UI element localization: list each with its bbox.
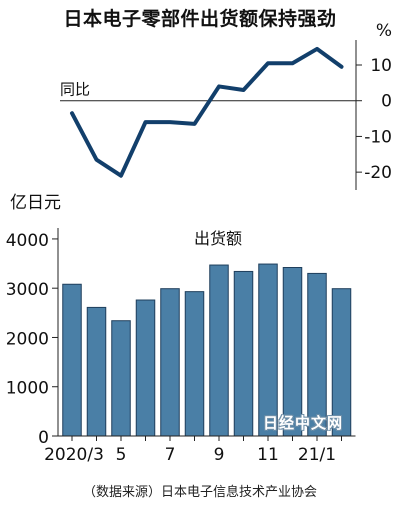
line-series-yoy — [70, 46, 344, 178]
bar — [209, 264, 229, 437]
bar-y-tick-label: 3000 — [6, 280, 49, 300]
line-y-tick-label: -10 — [364, 127, 392, 147]
bar — [160, 288, 180, 437]
bar-x-tick-label: 7 — [165, 445, 176, 465]
bar — [233, 270, 254, 437]
bar-series-label: 出货额 — [194, 229, 242, 248]
line-series-label: 同比 — [60, 81, 90, 99]
bar-unit-label: 亿日元 — [10, 193, 61, 213]
bar-x-tick-label: 21/1 — [298, 445, 336, 465]
bar — [258, 263, 278, 437]
bar — [184, 291, 205, 437]
bar — [282, 267, 303, 437]
bar-x-tick-label: 5 — [116, 445, 127, 465]
bar — [135, 299, 156, 437]
line-y-tick-label: 10 — [370, 56, 392, 76]
line-unit-label: % — [376, 21, 392, 41]
watermark-logo: 日经中文网 — [263, 414, 344, 432]
bar-y-tick-label: 0 — [38, 428, 49, 448]
bar — [86, 306, 107, 437]
chart-title: 日本电子零部件出货额保持强劲 — [63, 8, 337, 30]
line-y-tick-label: -20 — [364, 163, 392, 183]
bar-y-tick-label: 2000 — [6, 329, 49, 349]
bar — [111, 320, 131, 437]
source-note: （数据来源）日本电子信息技术产业协会 — [82, 485, 317, 500]
bar-x-tick-label: 2020/3 — [44, 445, 104, 465]
bar-y-tick-label: 4000 — [6, 231, 49, 251]
bar — [62, 283, 82, 437]
line-y-tick-label: 0 — [381, 92, 392, 112]
bar-x-tick-label: 11 — [257, 445, 279, 465]
bar-y-tick-label: 1000 — [6, 379, 49, 399]
bar-x-tick-label: 9 — [214, 445, 225, 465]
